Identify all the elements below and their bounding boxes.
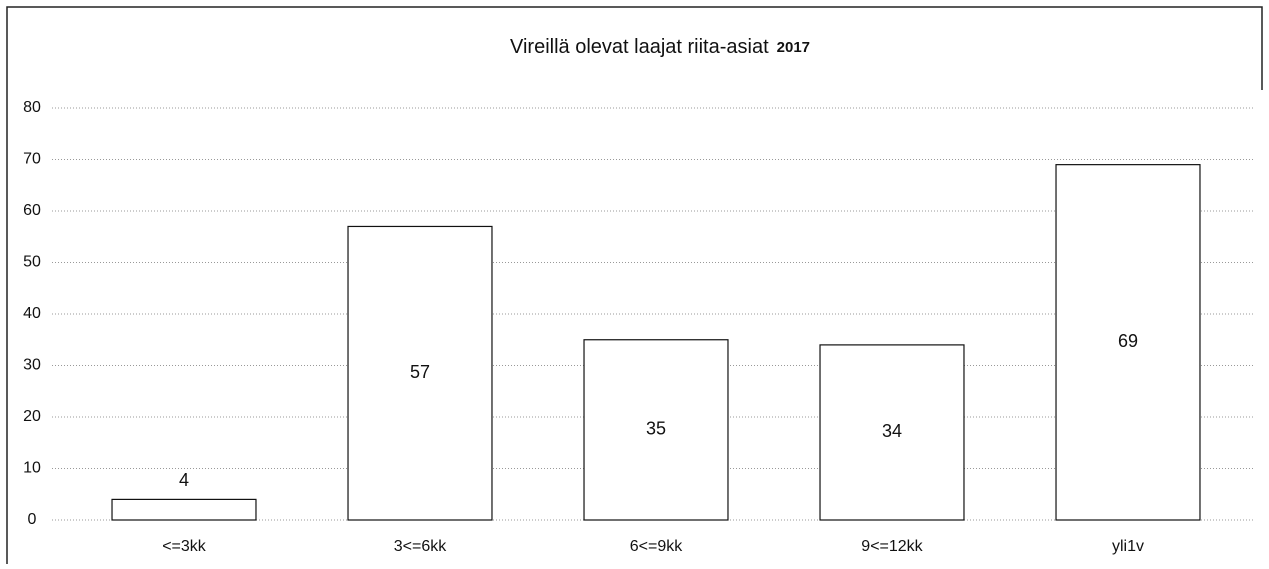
y-tick-label: 50 <box>23 254 41 271</box>
y-tick-label: 30 <box>23 357 41 374</box>
data-label: 4 <box>179 470 189 490</box>
y-tick-label: 80 <box>23 99 41 116</box>
bar <box>347 225 493 521</box>
bar <box>583 339 729 521</box>
y-tick-label: 70 <box>23 151 41 168</box>
y-tick-label: 60 <box>23 202 41 219</box>
bar <box>111 498 257 521</box>
chart-subtitle: 2017 <box>777 39 810 56</box>
data-label: 35 <box>646 419 666 439</box>
bar <box>819 344 965 521</box>
y-tick-label: 10 <box>23 460 41 477</box>
chart-title-group: Vireillä olevat laajat riita-asiat 2017 <box>510 36 810 58</box>
x-tick-label: 3<=6kk <box>394 538 447 555</box>
data-label: 57 <box>410 362 430 382</box>
y-tick-label: 40 <box>23 305 41 322</box>
data-label: 34 <box>882 421 902 441</box>
y-tick-label: 0 <box>28 511 37 528</box>
bar <box>1055 164 1201 521</box>
y-tick-label: 20 <box>23 408 41 425</box>
x-tick-label: yli1v <box>1112 538 1144 555</box>
chart-frame <box>6 6 1263 564</box>
x-tick-label: 6<=9kk <box>630 538 683 555</box>
x-tick-label: <=3kk <box>162 538 207 555</box>
chart-title: Vireillä olevat laajat riita-asiat <box>510 36 769 58</box>
x-tick-label: 9<=12kk <box>861 538 923 555</box>
data-label: 69 <box>1118 331 1138 351</box>
